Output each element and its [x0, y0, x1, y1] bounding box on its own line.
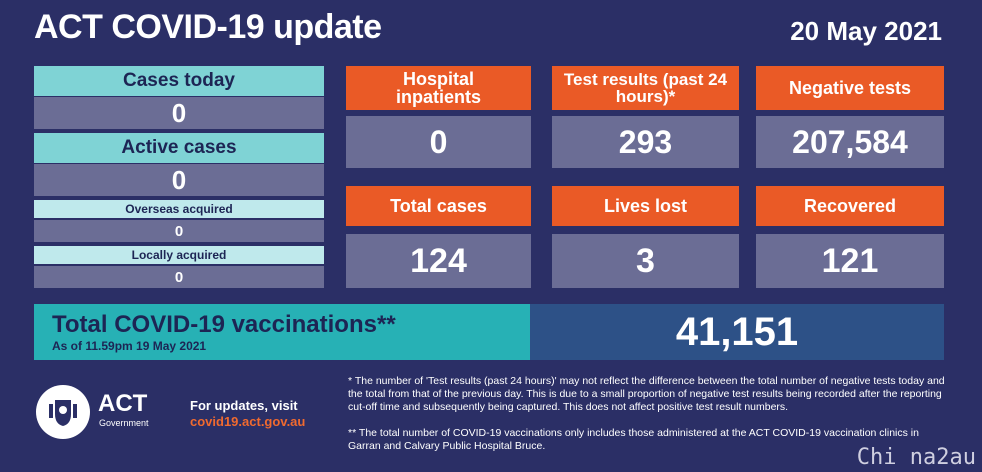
cases-today-value: 0 — [34, 97, 324, 129]
vaccinations-title: Total COVID-19 vaccinations** — [52, 311, 396, 338]
cases-today-label: Cases today — [34, 66, 324, 96]
updates-link[interactable]: covid19.act.gov.au — [190, 414, 306, 429]
lives-lost-value: 3 — [552, 234, 739, 288]
overseas-acquired-label: Overseas acquired — [34, 200, 324, 218]
act-crest-icon — [36, 385, 90, 439]
report-date: 20 May 2021 — [790, 16, 942, 46]
negative-tests-value: 207,584 — [756, 116, 944, 168]
updates-label: For updates, visit — [190, 398, 298, 413]
watermark: Chi na2au — [856, 445, 976, 470]
vaccinations-subtitle: As of 11.59pm 19 May 2021 — [52, 339, 207, 353]
total-cases-value: 124 — [346, 234, 531, 288]
vaccinations-banner — [34, 304, 530, 360]
active-cases-value: 0 — [34, 164, 324, 196]
recovered-label: Recovered — [756, 186, 944, 226]
total-cases-label: Total cases — [346, 186, 531, 226]
negative-tests-label: Negative tests — [756, 66, 944, 110]
locally-acquired-value: 0 — [34, 266, 324, 288]
lives-lost-label: Lives lost — [552, 186, 739, 226]
hospital-inpatients-value: 0 — [346, 116, 531, 168]
locally-acquired-label: Locally acquired — [34, 246, 324, 264]
recovered-value: 121 — [756, 234, 944, 288]
active-cases-label: Active cases — [34, 133, 324, 163]
test-results-label: Test results (past 24 hours)* — [552, 66, 739, 110]
footnote-vaccinations: ** The total number of COVID-19 vaccinat… — [348, 427, 919, 452]
hospital-inpatients-label: Hospital inpatients — [346, 66, 531, 110]
test-results-value: 293 — [552, 116, 739, 168]
vaccinations-value: 41,151 — [530, 304, 944, 360]
act-logo-subtext: Government — [99, 418, 149, 428]
overseas-acquired-value: 0 — [34, 220, 324, 242]
footnote-tests: * The number of 'Test results (past 24 h… — [348, 375, 945, 413]
act-logo-text: ACT — [98, 390, 148, 417]
page-title: ACT COVID-19 update — [34, 8, 382, 46]
